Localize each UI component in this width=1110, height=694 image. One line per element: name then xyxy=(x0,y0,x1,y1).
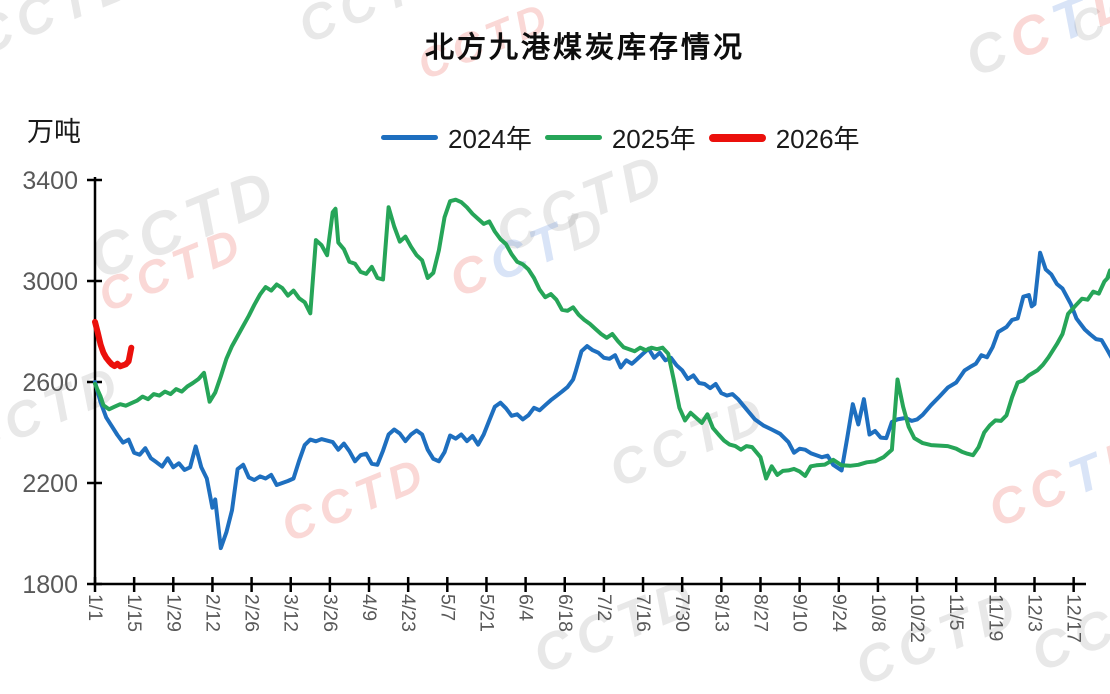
x-axis-tick-label: 6/18 xyxy=(554,594,576,632)
x-axis-tick-label: 3/12 xyxy=(280,594,302,632)
series-line-2024年 xyxy=(93,250,1110,551)
y-axis-tick-label: 1800 xyxy=(22,571,78,599)
legend-label-2025: 2025年 xyxy=(611,124,696,154)
x-axis-tick-label: 5/21 xyxy=(475,594,497,632)
x-axis-tick-label: 7/16 xyxy=(632,594,654,632)
legend-label-2024: 2024年 xyxy=(448,124,532,154)
x-axis-tick-label: 6/4 xyxy=(515,594,537,621)
x-axis-tick-label: 1/15 xyxy=(123,594,145,632)
x-axis-tick-label: 10/22 xyxy=(906,594,928,643)
x-axis-tick-label: 9/24 xyxy=(828,594,850,632)
x-axis-tick-label: 2/12 xyxy=(201,594,223,632)
x-axis-tick-label: 2/26 xyxy=(241,594,263,632)
y-axis-tick-label: 2600 xyxy=(22,369,78,397)
legend-swatch-2026 xyxy=(708,133,766,142)
x-axis-tick-label: 5/7 xyxy=(436,594,458,621)
x-axis-tick-label: 4/23 xyxy=(397,594,419,632)
legend-item-2025: 2025年 xyxy=(544,119,696,156)
x-axis-tick-label: 11/5 xyxy=(945,594,967,631)
x-axis-tick-label: 12/3 xyxy=(1024,594,1046,632)
x-axis-tick-label: 7/30 xyxy=(671,594,693,632)
x-axis-tick-label: 11/19 xyxy=(984,594,1006,641)
legend: 2024年 2025年 2026年 xyxy=(381,119,860,156)
legend-item-2024: 2024年 xyxy=(381,119,532,156)
legend-label-2026: 2026年 xyxy=(775,124,860,154)
y-axis-tick-label: 2200 xyxy=(22,470,78,498)
series-line-2026年 xyxy=(92,318,135,370)
x-axis-tick-label: 10/8 xyxy=(867,594,889,632)
y-axis-tick-label: 3400 xyxy=(22,167,78,195)
legend-item-2026: 2026年 xyxy=(708,119,860,156)
x-axis-tick-label: 1/29 xyxy=(162,594,184,632)
chart-title: 北方九港煤炭库存情况 xyxy=(424,32,745,64)
legend-swatch-2024 xyxy=(381,135,438,140)
legend-swatch-2025 xyxy=(544,135,602,140)
y-axis-unit-label: 万吨 xyxy=(27,117,81,147)
x-axis-tick-label: 12/17 xyxy=(1063,594,1085,643)
x-axis-tick-label: 7/2 xyxy=(593,594,615,621)
series-line-2025年 xyxy=(93,197,1110,481)
x-axis-tick-label: 4/9 xyxy=(358,594,380,621)
y-axis-tick-label: 3000 xyxy=(22,268,78,296)
x-axis-tick-label: 8/13 xyxy=(710,594,732,632)
x-axis-tick-label: 1/1 xyxy=(84,594,106,621)
x-axis-tick-label: 3/26 xyxy=(319,594,341,632)
x-axis-tick-label: 9/10 xyxy=(789,594,811,632)
x-axis-tick-label: 8/27 xyxy=(749,594,771,632)
